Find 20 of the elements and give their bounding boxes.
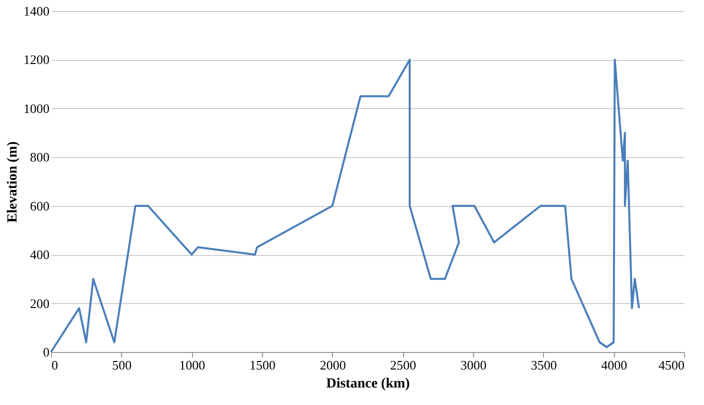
x-tick-label: 3000 — [460, 358, 486, 372]
y-tick-label: 1200 — [24, 52, 50, 68]
x-tick-label: 4500 — [658, 358, 684, 372]
y-tick-label: 800 — [30, 150, 50, 165]
x-tick-label: 4000 — [601, 358, 628, 372]
x-axis-title: Distance (km) — [326, 376, 410, 392]
y-tick-label: 1400 — [24, 4, 50, 18]
y-axis-title: Elevation (m) — [6, 141, 20, 223]
x-tick-label: 1000 — [179, 358, 206, 372]
y-tick-label: 400 — [30, 247, 50, 262]
x-tick-label: 3500 — [530, 358, 557, 372]
line-series — [50, 58, 640, 353]
y-tick-label: 0 — [43, 344, 50, 360]
x-tick-label: 1500 — [250, 358, 276, 372]
y-tick-label: 1000 — [24, 100, 50, 116]
x-tick-label: 2500 — [390, 358, 416, 372]
x-tick-label: 2000 — [320, 358, 346, 372]
y-tick-label: 200 — [30, 296, 50, 311]
y-tick-label: 600 — [30, 198, 50, 214]
x-tick-label: 500 — [112, 358, 132, 372]
